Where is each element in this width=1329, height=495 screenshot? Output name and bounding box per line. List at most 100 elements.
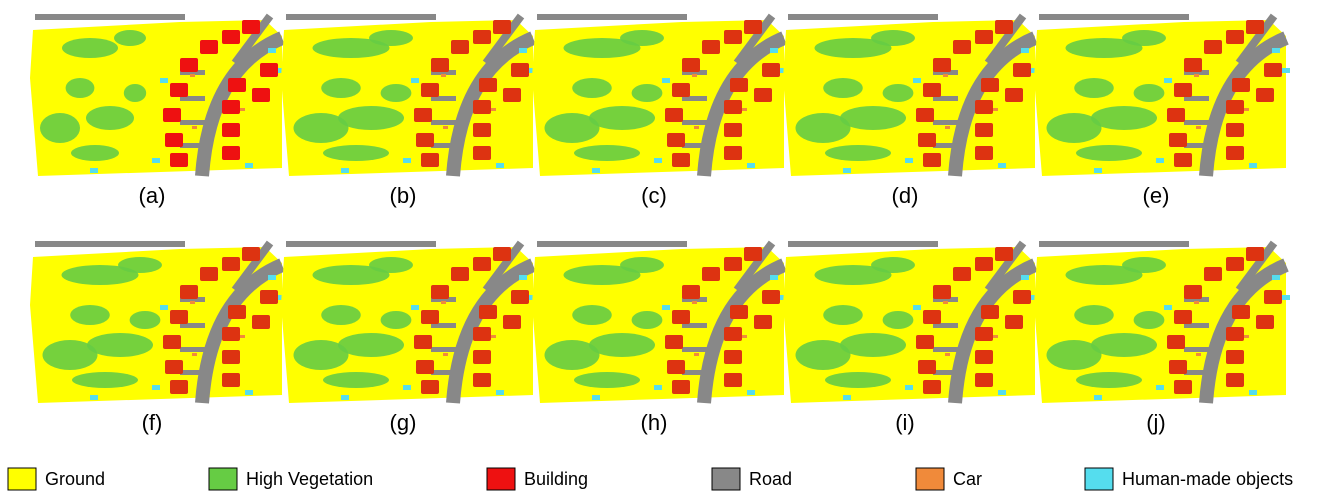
vegetation xyxy=(1091,106,1157,130)
building xyxy=(1174,83,1192,97)
building xyxy=(1204,40,1222,54)
figure: (a)(b)(c)(d)(e)(f)(g)(h)(i)(j)GroundHigh… xyxy=(0,0,1329,495)
vegetation xyxy=(883,311,914,329)
side-road xyxy=(431,120,456,125)
vegetation xyxy=(620,257,664,273)
legend-label: Ground xyxy=(45,469,105,489)
car xyxy=(993,108,998,111)
building xyxy=(431,285,449,299)
object xyxy=(160,78,168,83)
building xyxy=(724,327,742,341)
vegetation xyxy=(574,372,640,388)
car xyxy=(694,353,699,356)
panel-label: (e) xyxy=(1143,183,1170,208)
car xyxy=(441,74,446,77)
vegetation xyxy=(66,78,95,98)
panel xyxy=(532,14,788,176)
legend-swatch xyxy=(1085,468,1113,490)
building xyxy=(222,350,240,364)
building xyxy=(975,257,993,271)
building xyxy=(702,40,720,54)
building xyxy=(260,63,278,77)
vegetation xyxy=(1122,30,1166,46)
vegetation xyxy=(840,333,906,357)
vegetation xyxy=(369,257,413,273)
object xyxy=(341,168,349,173)
building xyxy=(242,20,260,34)
vegetation xyxy=(1076,145,1142,161)
building xyxy=(165,133,183,147)
legend-label: Car xyxy=(953,469,982,489)
building xyxy=(180,58,198,72)
building xyxy=(451,267,469,281)
vegetation xyxy=(86,106,134,130)
building xyxy=(493,247,511,261)
car xyxy=(692,301,697,304)
car xyxy=(945,353,950,356)
legend-swatch xyxy=(916,468,944,490)
building xyxy=(431,58,449,72)
vegetation xyxy=(338,106,404,130)
building xyxy=(473,100,491,114)
building xyxy=(1005,88,1023,102)
building xyxy=(665,108,683,122)
object xyxy=(90,395,98,400)
building xyxy=(503,315,521,329)
vegetation xyxy=(323,372,389,388)
building xyxy=(473,30,491,44)
object xyxy=(998,390,1006,395)
building xyxy=(1174,310,1192,324)
object xyxy=(1156,158,1164,163)
object xyxy=(843,168,851,173)
building xyxy=(1226,257,1244,271)
building xyxy=(421,310,439,324)
building xyxy=(421,83,439,97)
object xyxy=(1094,168,1102,173)
building xyxy=(724,373,742,387)
object xyxy=(654,158,662,163)
object xyxy=(843,395,851,400)
building xyxy=(473,123,491,137)
building xyxy=(916,335,934,349)
building xyxy=(672,380,690,394)
building xyxy=(473,350,491,364)
building xyxy=(1256,315,1274,329)
vegetation xyxy=(321,78,361,98)
object xyxy=(1272,275,1280,280)
object xyxy=(1021,48,1029,53)
panel xyxy=(532,241,788,403)
building xyxy=(1167,335,1185,349)
panel xyxy=(1034,14,1290,176)
vegetation xyxy=(871,257,915,273)
building xyxy=(665,335,683,349)
building xyxy=(1184,285,1202,299)
side-road xyxy=(180,143,205,148)
building xyxy=(1226,327,1244,341)
panel xyxy=(783,14,1039,176)
object xyxy=(152,158,160,163)
building xyxy=(473,373,491,387)
building xyxy=(1169,360,1187,374)
building xyxy=(1226,123,1244,137)
building xyxy=(1264,290,1282,304)
building xyxy=(981,305,999,319)
building xyxy=(975,146,993,160)
vegetation xyxy=(825,372,891,388)
building xyxy=(1232,305,1250,319)
car xyxy=(1196,353,1201,356)
object xyxy=(770,275,778,280)
top-road xyxy=(788,14,938,20)
panel xyxy=(1034,241,1290,403)
car xyxy=(441,301,446,304)
object xyxy=(654,385,662,390)
vegetation xyxy=(321,305,361,325)
vegetation xyxy=(589,106,655,130)
building xyxy=(762,290,780,304)
building xyxy=(754,315,772,329)
vegetation xyxy=(572,78,612,98)
building xyxy=(918,360,936,374)
legend-label: High Vegetation xyxy=(246,469,373,489)
vegetation xyxy=(574,145,640,161)
building xyxy=(1184,58,1202,72)
building xyxy=(762,63,780,77)
